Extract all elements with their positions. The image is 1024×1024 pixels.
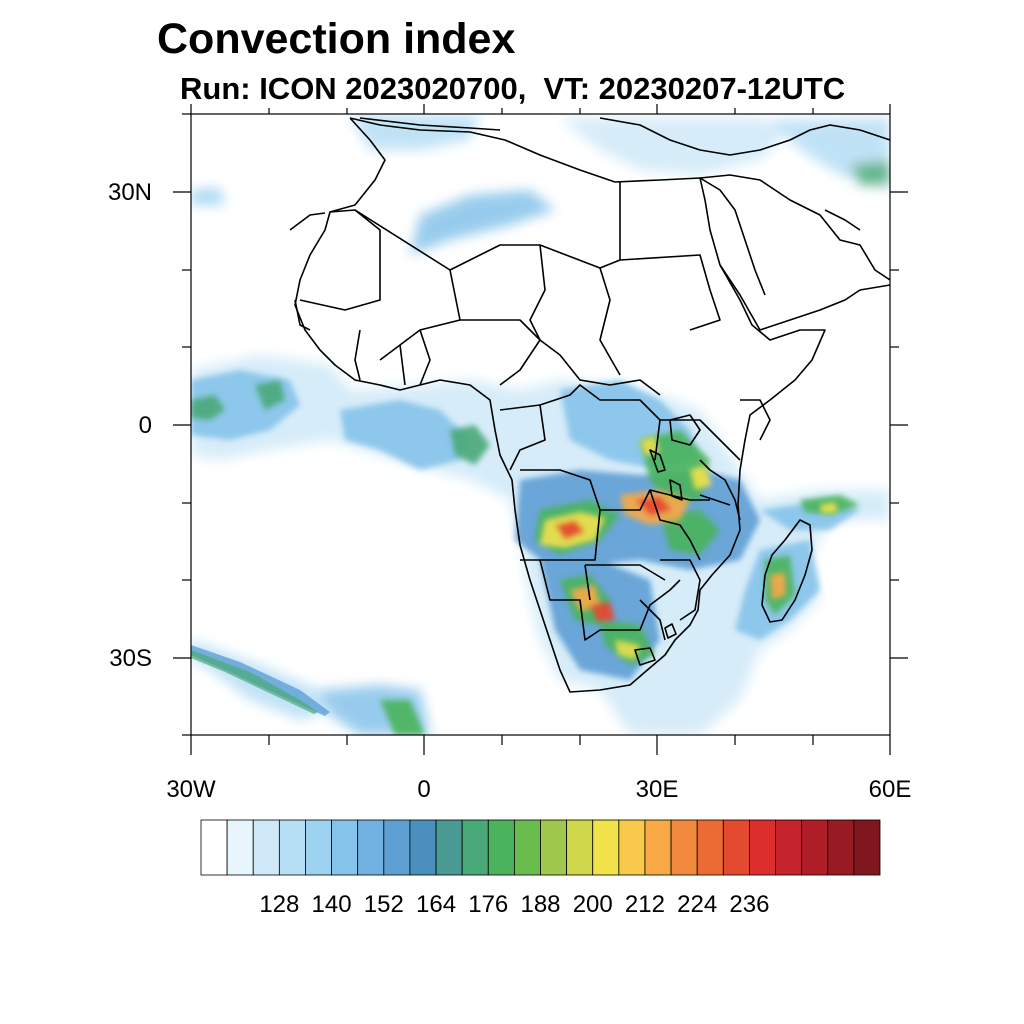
colorbar-swatch: [435, 819, 463, 876]
chart-subtitle: Run: ICON 2023020700, VT: 20230207-12UTC: [180, 71, 846, 106]
lat-label-30s: 30S: [109, 645, 152, 672]
colorbar-tick-label: 152: [364, 891, 404, 918]
colorbar-tick-label: 164: [416, 891, 456, 918]
colorbar-swatch: [305, 819, 332, 876]
colorbar-swatch: [252, 819, 280, 876]
colorbar-tick-label: 200: [573, 891, 613, 918]
colorbar-tick-label: 176: [468, 891, 508, 918]
colorbar-swatch: [827, 819, 855, 876]
colorbar-swatch: [775, 819, 803, 876]
lat-label-0: 0: [139, 412, 152, 439]
colorbar-swatch: [331, 819, 359, 876]
chart-title: Convection index: [157, 15, 516, 63]
convection-field-shading: [191, 115, 890, 735]
colorbar-swatch: [853, 819, 881, 876]
colorbar-swatch: [487, 819, 515, 876]
colorbar-tick-label: 188: [520, 891, 560, 918]
axis-ticks: [173, 104, 908, 755]
colorbar-swatch: [278, 819, 306, 876]
colorbar-swatch: [409, 819, 437, 876]
colorbar-tick-label: 128: [259, 891, 299, 918]
colorbar-tick-label: 236: [729, 891, 769, 918]
lon-label-30w: 30W: [166, 776, 216, 803]
colorbar-swatch: [357, 819, 385, 876]
colorbar-swatch: [618, 819, 646, 876]
colorbar-swatch: [226, 819, 254, 876]
colorbar-swatch: [696, 819, 724, 876]
lon-label-30e: 30E: [636, 776, 679, 803]
colorbar-swatch: [801, 819, 829, 876]
lat-label-30n: 30N: [108, 179, 152, 206]
lon-label-60e: 60E: [869, 776, 912, 803]
colorbar-swatch: [540, 819, 568, 876]
lon-label-0: 0: [417, 776, 430, 803]
colorbar-tick-label: 140: [312, 891, 352, 918]
colorbar-tick-label: 224: [677, 891, 717, 918]
colorbar: [200, 819, 881, 876]
colorbar-swatch: [592, 819, 620, 876]
colorbar-swatch: [644, 819, 672, 876]
colorbar-swatch: [200, 819, 228, 876]
colorbar-tick-label: 212: [625, 891, 665, 918]
colorbar-swatch: [749, 819, 776, 876]
colorbar-swatch: [383, 819, 411, 876]
coastlines-and-borders: [289, 117, 890, 693]
colorbar-swatch: [513, 819, 541, 876]
colorbar-swatch: [670, 819, 698, 876]
colorbar-swatch: [461, 819, 489, 876]
colorbar-swatch: [566, 819, 594, 876]
colorbar-labels: 128 140 152 164 176 188 200 212 224 236: [259, 891, 769, 918]
colorbar-swatch: [722, 819, 750, 876]
